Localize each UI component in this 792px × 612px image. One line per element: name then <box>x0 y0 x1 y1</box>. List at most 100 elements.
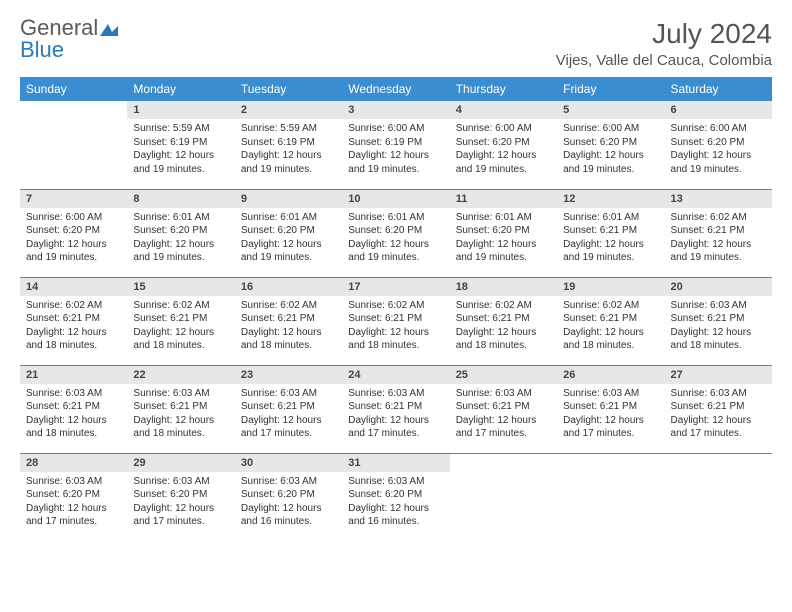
day-content: Sunrise: 6:00 AMSunset: 6:20 PMDaylight:… <box>557 119 664 182</box>
calendar-day-cell: 8Sunrise: 6:01 AMSunset: 6:20 PMDaylight… <box>127 189 234 277</box>
calendar-table: SundayMondayTuesdayWednesdayThursdayFrid… <box>20 77 772 541</box>
day-content: Sunrise: 6:01 AMSunset: 6:21 PMDaylight:… <box>557 208 664 271</box>
logo-flag-icon <box>98 22 120 40</box>
day-number: 24 <box>342 366 449 384</box>
day-number: 28 <box>20 454 127 472</box>
day-number: 17 <box>342 278 449 296</box>
day-number: 8 <box>127 190 234 208</box>
calendar-day-cell: 20Sunrise: 6:03 AMSunset: 6:21 PMDayligh… <box>665 277 772 365</box>
dayname-header: Saturday <box>665 77 772 101</box>
day-content: Sunrise: 6:00 AMSunset: 6:19 PMDaylight:… <box>342 119 449 182</box>
calendar-day-cell: 7Sunrise: 6:00 AMSunset: 6:20 PMDaylight… <box>20 189 127 277</box>
day-content: Sunrise: 6:03 AMSunset: 6:21 PMDaylight:… <box>342 384 449 447</box>
day-content: Sunrise: 6:03 AMSunset: 6:21 PMDaylight:… <box>450 384 557 447</box>
day-number: 27 <box>665 366 772 384</box>
day-content: Sunrise: 6:03 AMSunset: 6:21 PMDaylight:… <box>665 384 772 447</box>
day-number: 7 <box>20 190 127 208</box>
calendar-day-cell: 14Sunrise: 6:02 AMSunset: 6:21 PMDayligh… <box>20 277 127 365</box>
calendar-day-cell: 22Sunrise: 6:03 AMSunset: 6:21 PMDayligh… <box>127 365 234 453</box>
calendar-day-cell: 17Sunrise: 6:02 AMSunset: 6:21 PMDayligh… <box>342 277 449 365</box>
calendar-day-cell: 13Sunrise: 6:02 AMSunset: 6:21 PMDayligh… <box>665 189 772 277</box>
day-number: 2 <box>235 101 342 119</box>
calendar-day-cell: 30Sunrise: 6:03 AMSunset: 6:20 PMDayligh… <box>235 453 342 541</box>
dayname-header: Tuesday <box>235 77 342 101</box>
day-number: 20 <box>665 278 772 296</box>
dayname-header: Wednesday <box>342 77 449 101</box>
day-number: 13 <box>665 190 772 208</box>
day-number: 3 <box>342 101 449 119</box>
calendar-day-cell: 26Sunrise: 6:03 AMSunset: 6:21 PMDayligh… <box>557 365 664 453</box>
calendar-day-cell: 29Sunrise: 6:03 AMSunset: 6:20 PMDayligh… <box>127 453 234 541</box>
calendar-day-cell: 4Sunrise: 6:00 AMSunset: 6:20 PMDaylight… <box>450 101 557 189</box>
day-content: Sunrise: 6:03 AMSunset: 6:21 PMDaylight:… <box>127 384 234 447</box>
day-content: Sunrise: 6:03 AMSunset: 6:20 PMDaylight:… <box>235 472 342 535</box>
day-number: 11 <box>450 190 557 208</box>
calendar-day-cell: 18Sunrise: 6:02 AMSunset: 6:21 PMDayligh… <box>450 277 557 365</box>
calendar-day-cell: 3Sunrise: 6:00 AMSunset: 6:19 PMDaylight… <box>342 101 449 189</box>
day-number: 23 <box>235 366 342 384</box>
day-number: 14 <box>20 278 127 296</box>
calendar-day-cell: 9Sunrise: 6:01 AMSunset: 6:20 PMDaylight… <box>235 189 342 277</box>
calendar-day-cell: 21Sunrise: 6:03 AMSunset: 6:21 PMDayligh… <box>20 365 127 453</box>
calendar-day-cell: 31Sunrise: 6:03 AMSunset: 6:20 PMDayligh… <box>342 453 449 541</box>
day-content: Sunrise: 5:59 AMSunset: 6:19 PMDaylight:… <box>235 119 342 182</box>
day-number: 4 <box>450 101 557 119</box>
calendar-day-cell: 11Sunrise: 6:01 AMSunset: 6:20 PMDayligh… <box>450 189 557 277</box>
calendar-empty-cell <box>450 453 557 541</box>
location: Vijes, Valle del Cauca, Colombia <box>556 52 772 69</box>
day-content: Sunrise: 6:03 AMSunset: 6:20 PMDaylight:… <box>127 472 234 535</box>
calendar-day-cell: 1Sunrise: 5:59 AMSunset: 6:19 PMDaylight… <box>127 101 234 189</box>
day-number: 15 <box>127 278 234 296</box>
logo: General Blue <box>20 18 120 62</box>
logo-text-blue: Blue <box>20 37 64 62</box>
calendar-day-cell: 27Sunrise: 6:03 AMSunset: 6:21 PMDayligh… <box>665 365 772 453</box>
calendar-day-cell: 10Sunrise: 6:01 AMSunset: 6:20 PMDayligh… <box>342 189 449 277</box>
day-number: 29 <box>127 454 234 472</box>
day-content: Sunrise: 5:59 AMSunset: 6:19 PMDaylight:… <box>127 119 234 182</box>
title-block: July 2024 Vijes, Valle del Cauca, Colomb… <box>556 18 772 69</box>
day-content: Sunrise: 6:02 AMSunset: 6:21 PMDaylight:… <box>342 296 449 359</box>
day-content: Sunrise: 6:03 AMSunset: 6:21 PMDaylight:… <box>665 296 772 359</box>
calendar-week-row: 28Sunrise: 6:03 AMSunset: 6:20 PMDayligh… <box>20 453 772 541</box>
calendar-day-cell: 16Sunrise: 6:02 AMSunset: 6:21 PMDayligh… <box>235 277 342 365</box>
day-number: 1 <box>127 101 234 119</box>
day-content: Sunrise: 6:00 AMSunset: 6:20 PMDaylight:… <box>20 208 127 271</box>
calendar-day-cell: 23Sunrise: 6:03 AMSunset: 6:21 PMDayligh… <box>235 365 342 453</box>
calendar-day-cell: 28Sunrise: 6:03 AMSunset: 6:20 PMDayligh… <box>20 453 127 541</box>
day-content: Sunrise: 6:03 AMSunset: 6:21 PMDaylight:… <box>557 384 664 447</box>
day-content: Sunrise: 6:00 AMSunset: 6:20 PMDaylight:… <box>450 119 557 182</box>
calendar-week-row: 1Sunrise: 5:59 AMSunset: 6:19 PMDaylight… <box>20 101 772 189</box>
day-number: 6 <box>665 101 772 119</box>
day-content: Sunrise: 6:02 AMSunset: 6:21 PMDaylight:… <box>450 296 557 359</box>
calendar-week-row: 21Sunrise: 6:03 AMSunset: 6:21 PMDayligh… <box>20 365 772 453</box>
day-number: 9 <box>235 190 342 208</box>
calendar-empty-cell <box>20 101 127 189</box>
calendar-empty-cell <box>557 453 664 541</box>
calendar-week-row: 14Sunrise: 6:02 AMSunset: 6:21 PMDayligh… <box>20 277 772 365</box>
dayname-header: Thursday <box>450 77 557 101</box>
day-number: 10 <box>342 190 449 208</box>
day-content: Sunrise: 6:02 AMSunset: 6:21 PMDaylight:… <box>20 296 127 359</box>
day-content: Sunrise: 6:01 AMSunset: 6:20 PMDaylight:… <box>450 208 557 271</box>
day-content: Sunrise: 6:02 AMSunset: 6:21 PMDaylight:… <box>235 296 342 359</box>
dayname-header: Sunday <box>20 77 127 101</box>
calendar-day-cell: 19Sunrise: 6:02 AMSunset: 6:21 PMDayligh… <box>557 277 664 365</box>
day-content: Sunrise: 6:00 AMSunset: 6:20 PMDaylight:… <box>665 119 772 182</box>
day-content: Sunrise: 6:02 AMSunset: 6:21 PMDaylight:… <box>127 296 234 359</box>
day-number: 26 <box>557 366 664 384</box>
day-content: Sunrise: 6:02 AMSunset: 6:21 PMDaylight:… <box>557 296 664 359</box>
day-content: Sunrise: 6:03 AMSunset: 6:21 PMDaylight:… <box>235 384 342 447</box>
day-number: 16 <box>235 278 342 296</box>
day-content: Sunrise: 6:03 AMSunset: 6:21 PMDaylight:… <box>20 384 127 447</box>
day-number: 31 <box>342 454 449 472</box>
calendar-day-cell: 5Sunrise: 6:00 AMSunset: 6:20 PMDaylight… <box>557 101 664 189</box>
calendar-day-cell: 15Sunrise: 6:02 AMSunset: 6:21 PMDayligh… <box>127 277 234 365</box>
calendar-week-row: 7Sunrise: 6:00 AMSunset: 6:20 PMDaylight… <box>20 189 772 277</box>
day-number: 5 <box>557 101 664 119</box>
dayname-header: Friday <box>557 77 664 101</box>
day-number: 18 <box>450 278 557 296</box>
day-content: Sunrise: 6:01 AMSunset: 6:20 PMDaylight:… <box>235 208 342 271</box>
calendar-day-cell: 6Sunrise: 6:00 AMSunset: 6:20 PMDaylight… <box>665 101 772 189</box>
calendar-day-cell: 25Sunrise: 6:03 AMSunset: 6:21 PMDayligh… <box>450 365 557 453</box>
calendar-day-cell: 24Sunrise: 6:03 AMSunset: 6:21 PMDayligh… <box>342 365 449 453</box>
